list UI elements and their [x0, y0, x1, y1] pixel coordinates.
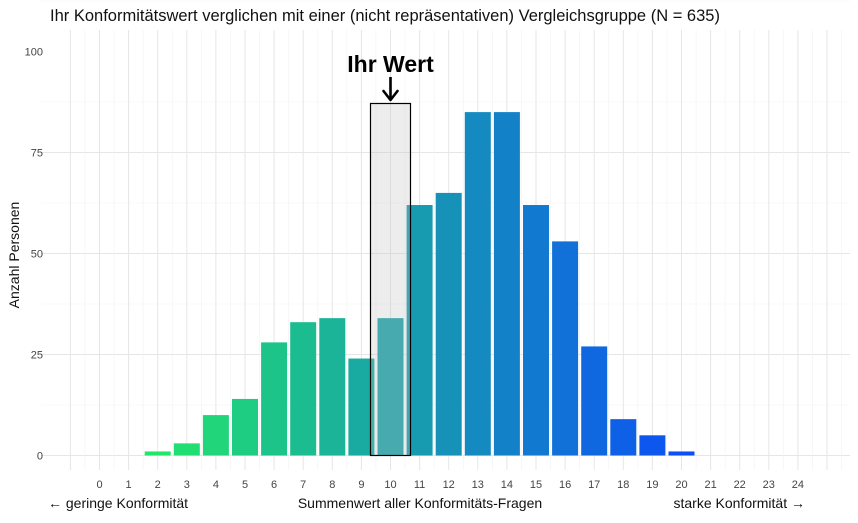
- x-tick-label: 19: [646, 479, 658, 491]
- x-tick-label: 17: [588, 479, 600, 491]
- x-tick-label: 13: [472, 479, 484, 491]
- x-tick-label: 0: [96, 479, 102, 491]
- x-tick-label: 20: [675, 479, 687, 491]
- bar-16: [552, 241, 579, 456]
- y-tick-label: 75: [31, 148, 43, 160]
- bar-14: [493, 112, 520, 456]
- y-tick-label: 50: [31, 249, 43, 261]
- bar-8: [319, 318, 346, 456]
- x-tick-label: 15: [530, 479, 542, 491]
- x-tick-label: 9: [358, 479, 364, 491]
- bars: [144, 112, 695, 456]
- bar-4: [202, 415, 229, 456]
- bar-3: [173, 443, 200, 456]
- bar-10: [377, 318, 404, 456]
- x-axis-label: Summenwert aller Konformitäts-Fragen: [298, 495, 542, 511]
- x-tick-label: 24: [792, 479, 804, 491]
- chart-title: Ihr Konformitätswert verglichen mit eine…: [50, 7, 720, 25]
- x-tick-label: 8: [329, 479, 335, 491]
- bar-7: [290, 322, 317, 456]
- y-tick-label: 25: [31, 350, 43, 362]
- x-tick-label: 6: [271, 479, 277, 491]
- bar-15: [523, 205, 549, 456]
- highlight-label: Ihr Wert: [347, 51, 434, 77]
- y-axis-label: Anzahl Personen: [6, 202, 22, 309]
- y-tick-label: 0: [37, 451, 43, 463]
- bar-2: [144, 451, 171, 456]
- bar-13: [464, 112, 491, 456]
- y-tick-labels: 0 25 50 75 100: [25, 47, 43, 463]
- x-tick-label: 4: [213, 479, 219, 491]
- x-tick-label: 10: [384, 479, 396, 491]
- highlight-group: Ihr Wert: [347, 51, 434, 457]
- bar-18: [610, 419, 637, 456]
- x-axis-left-label: ← geringe Konformität: [48, 495, 188, 511]
- x-tick-label: 1: [126, 479, 132, 491]
- x-tick-label: 3: [184, 479, 190, 491]
- bar-5: [232, 398, 258, 456]
- x-tick-label: 2: [155, 479, 161, 491]
- x-tick-label: 7: [300, 479, 306, 491]
- y-tick-label: 100: [25, 47, 43, 59]
- x-tick-label: 16: [559, 479, 571, 491]
- x-tick-label: 21: [704, 479, 716, 491]
- bar-12: [435, 192, 462, 456]
- x-tick-label: 23: [763, 479, 775, 491]
- x-tick-label: 22: [734, 479, 746, 491]
- x-tick-label: 18: [617, 479, 629, 491]
- x-axis-right-label: starke Konformität →: [674, 495, 806, 511]
- bar-17: [581, 346, 608, 456]
- bar-20: [668, 451, 695, 456]
- x-tick-label: 14: [501, 479, 513, 491]
- x-tick-labels: 0 1 2 3 4 5 6 7 8 9 10 11 12 13 14 15 16 17 18 19 20 21 22 23 24: [96, 479, 804, 491]
- bar-19: [639, 435, 666, 456]
- arrow-icon: [382, 89, 399, 102]
- highlight-box: [369, 102, 412, 457]
- x-tick-label: 5: [242, 479, 248, 491]
- x-tick-label: 12: [443, 479, 455, 491]
- x-tick-label: 11: [414, 479, 425, 491]
- bar-6: [261, 342, 288, 456]
